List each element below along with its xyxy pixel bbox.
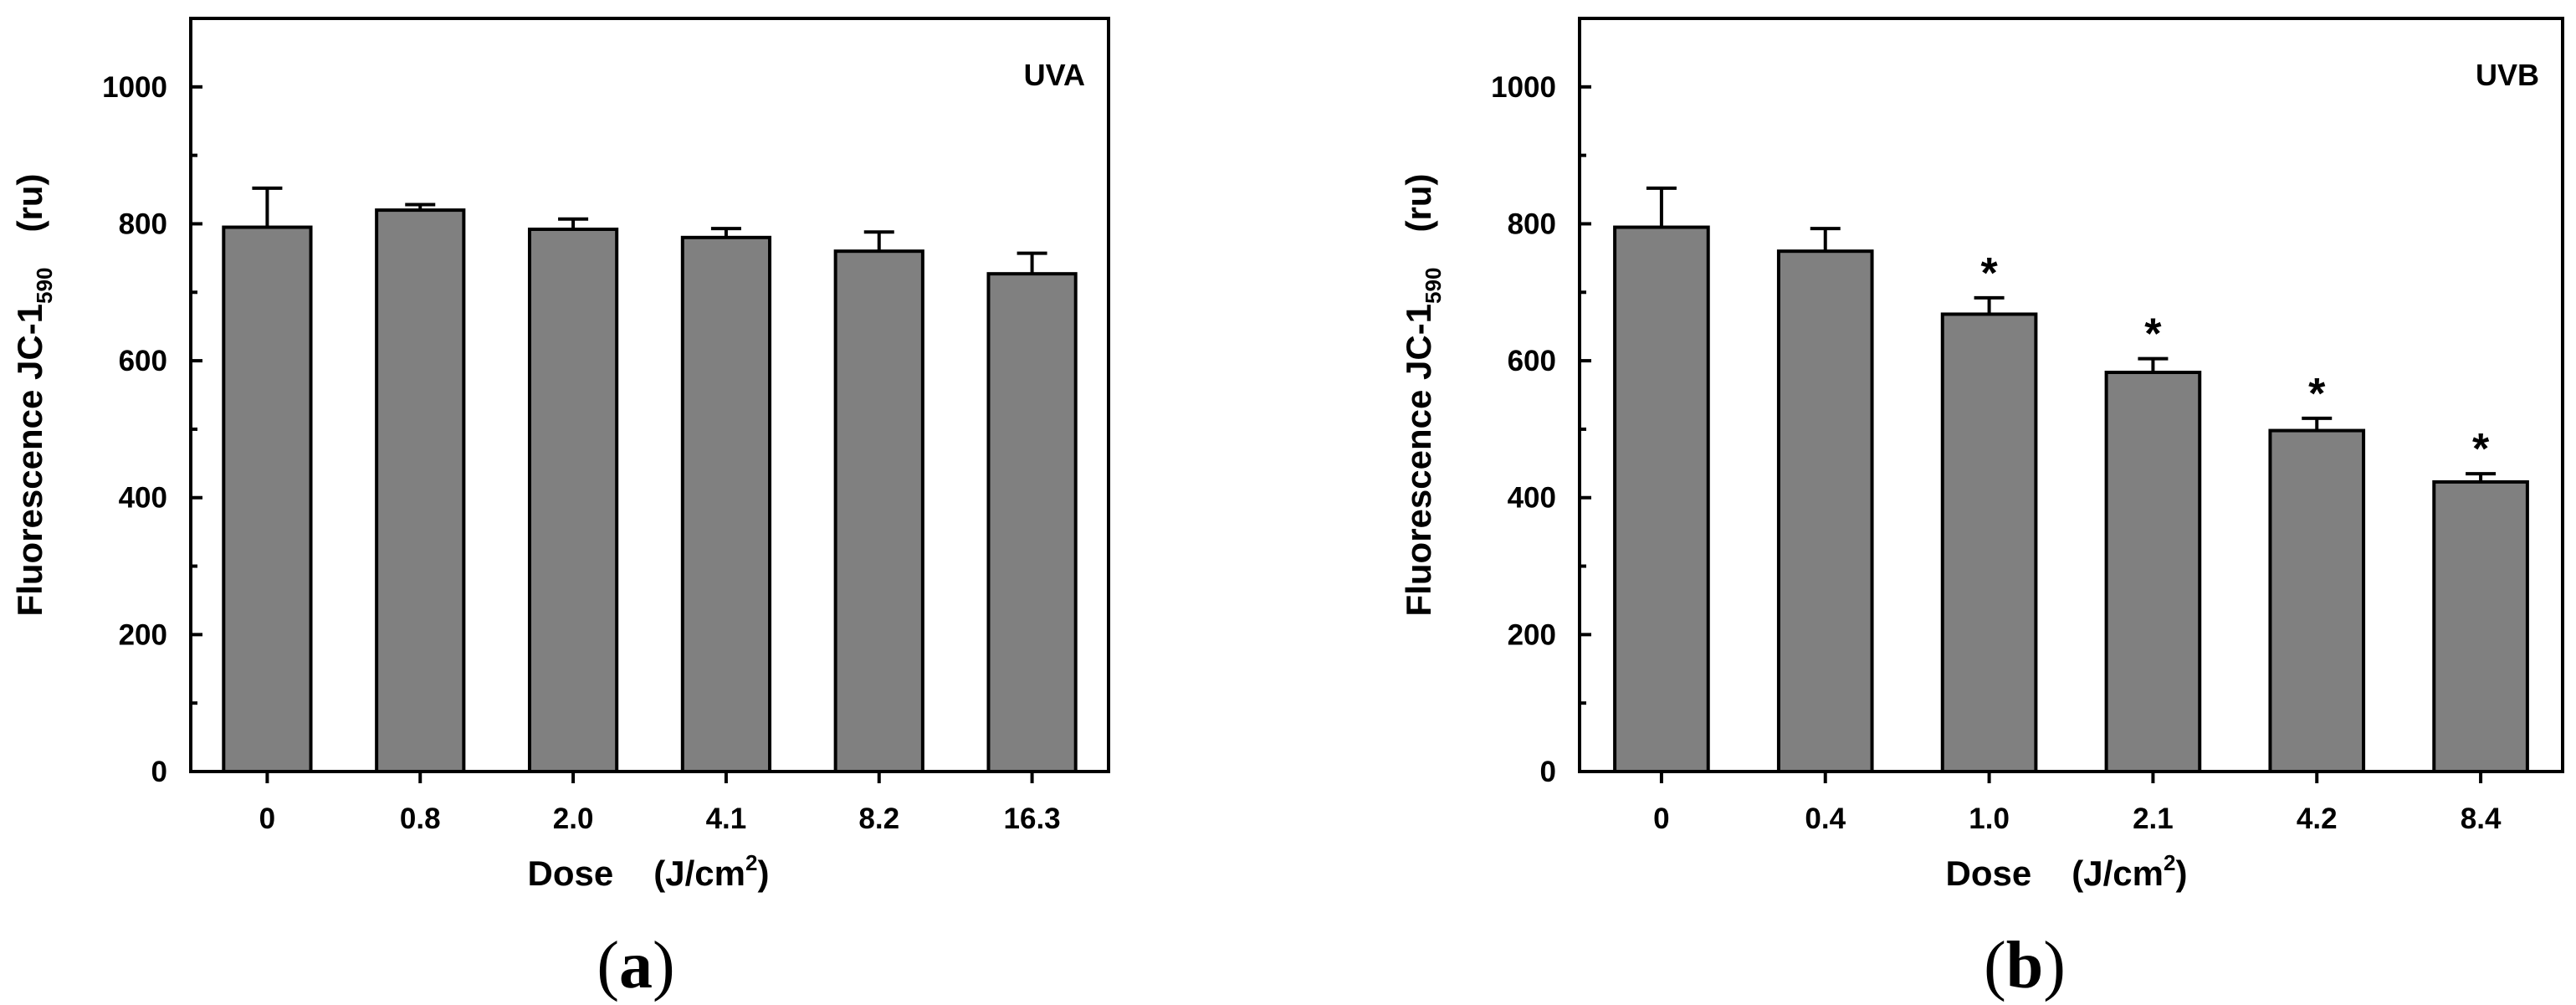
x-axis-label-close: ) — [757, 854, 769, 893]
y-tick-label: 200 — [119, 618, 167, 651]
bar — [1776, 249, 1874, 773]
bar — [2104, 371, 2202, 773]
x-axis-label-main: Dose — [528, 854, 614, 893]
x-axis-label-unit: (J/cm — [2072, 854, 2164, 893]
panel-annotation: UVA — [1024, 58, 1085, 92]
y-axis-label-main: Fluorescence JC-1 — [1399, 304, 1438, 617]
x-tick-label: 2.1 — [2133, 802, 2174, 835]
x-axis-label-sup: 2 — [745, 850, 757, 875]
panel-annotation: UVB — [2476, 58, 2539, 92]
panel-label-open: ( — [1984, 929, 2006, 1002]
panel-label-letter: a — [619, 929, 653, 1002]
bar — [375, 208, 466, 774]
panel-label-close: ) — [653, 929, 675, 1002]
y-axis-label: Fluorescence JC-1590 (ru) — [1399, 174, 1446, 617]
chart-panel-a: 0 200 400 600 800 1000 0 0.8 2.0 4.1 8.2 16.3 UVA Flu… — [10, 17, 1110, 1002]
y-tick-label: 200 — [1508, 618, 1556, 651]
y-tick-label: 0 — [151, 756, 167, 788]
bar — [1940, 312, 2038, 774]
x-tick-label: 0 — [1653, 802, 1669, 835]
x-tick-label: 2.0 — [553, 802, 594, 835]
panel-label-open: ( — [597, 929, 619, 1002]
bar — [986, 272, 1078, 773]
y-tick-label: 0 — [1540, 756, 1556, 788]
x-tick-label: 4.2 — [2297, 802, 2338, 835]
y-axis-label-unit: (ru) — [1399, 174, 1438, 233]
bar — [833, 249, 924, 773]
y-tick-label: 1000 — [1491, 71, 1556, 104]
y-axis-label: Fluorescence JC-1590 (ru) — [10, 174, 57, 617]
x-tick-label: 8.4 — [2461, 802, 2502, 835]
x-axis-label-unit: (J/cm — [653, 854, 745, 893]
y-tick-label: 800 — [1508, 208, 1556, 240]
x-tick-label: 8.2 — [858, 802, 899, 835]
panel-label-close: ) — [2043, 929, 2066, 1002]
chart-panel-b: 0 200 400 600 800 1000 0 0.4 1.0 * 2.1 * 4.2 * 8.4 * UVB… — [1399, 17, 2564, 1002]
panel-label: (a) — [597, 929, 674, 1002]
bar — [2268, 428, 2366, 774]
plot-frame — [189, 17, 1110, 773]
x-tick-label: 0.8 — [400, 802, 441, 835]
x-tick-label: 4.1 — [706, 802, 747, 835]
y-axis-label-main: Fluorescence JC-1 — [10, 304, 49, 617]
y-tick-label: 400 — [119, 482, 167, 515]
x-tick-label: 1.0 — [1969, 802, 2010, 835]
significance-marker: * — [1980, 249, 1998, 298]
x-axis-label: Dose (J/cm2) — [1946, 850, 2188, 893]
y-tick-label: 800 — [119, 208, 167, 240]
bar — [1613, 225, 1710, 773]
y-tick-label: 600 — [1508, 345, 1556, 377]
bar — [527, 228, 619, 773]
y-tick-label: 600 — [119, 345, 167, 377]
y-axis-label-sub: 590 — [32, 268, 57, 304]
x-axis-label-sup: 2 — [2164, 850, 2175, 875]
x-axis-label-close: ) — [2175, 854, 2187, 893]
significance-marker: * — [2308, 370, 2326, 418]
significance-marker: * — [2472, 425, 2490, 474]
significance-marker: * — [2144, 310, 2162, 359]
x-axis-label-main: Dose — [1946, 854, 2032, 893]
x-tick-label: 16.3 — [1004, 802, 1061, 835]
x-axis-label: Dose (J/cm2) — [528, 850, 770, 893]
panel-label-letter: b — [2006, 929, 2044, 1002]
panel-label: (b) — [1984, 929, 2066, 1002]
bar — [222, 225, 313, 773]
plot-frame — [1578, 17, 2564, 773]
bar — [2432, 479, 2529, 774]
x-tick-label: 0 — [259, 802, 275, 835]
bar — [680, 235, 772, 773]
y-axis-label-sub: 590 — [1421, 268, 1446, 304]
x-tick-label: 0.4 — [1805, 802, 1846, 835]
y-tick-label: 1000 — [102, 71, 167, 104]
y-tick-label: 400 — [1508, 482, 1556, 515]
y-axis-label-unit: (ru) — [10, 174, 49, 233]
